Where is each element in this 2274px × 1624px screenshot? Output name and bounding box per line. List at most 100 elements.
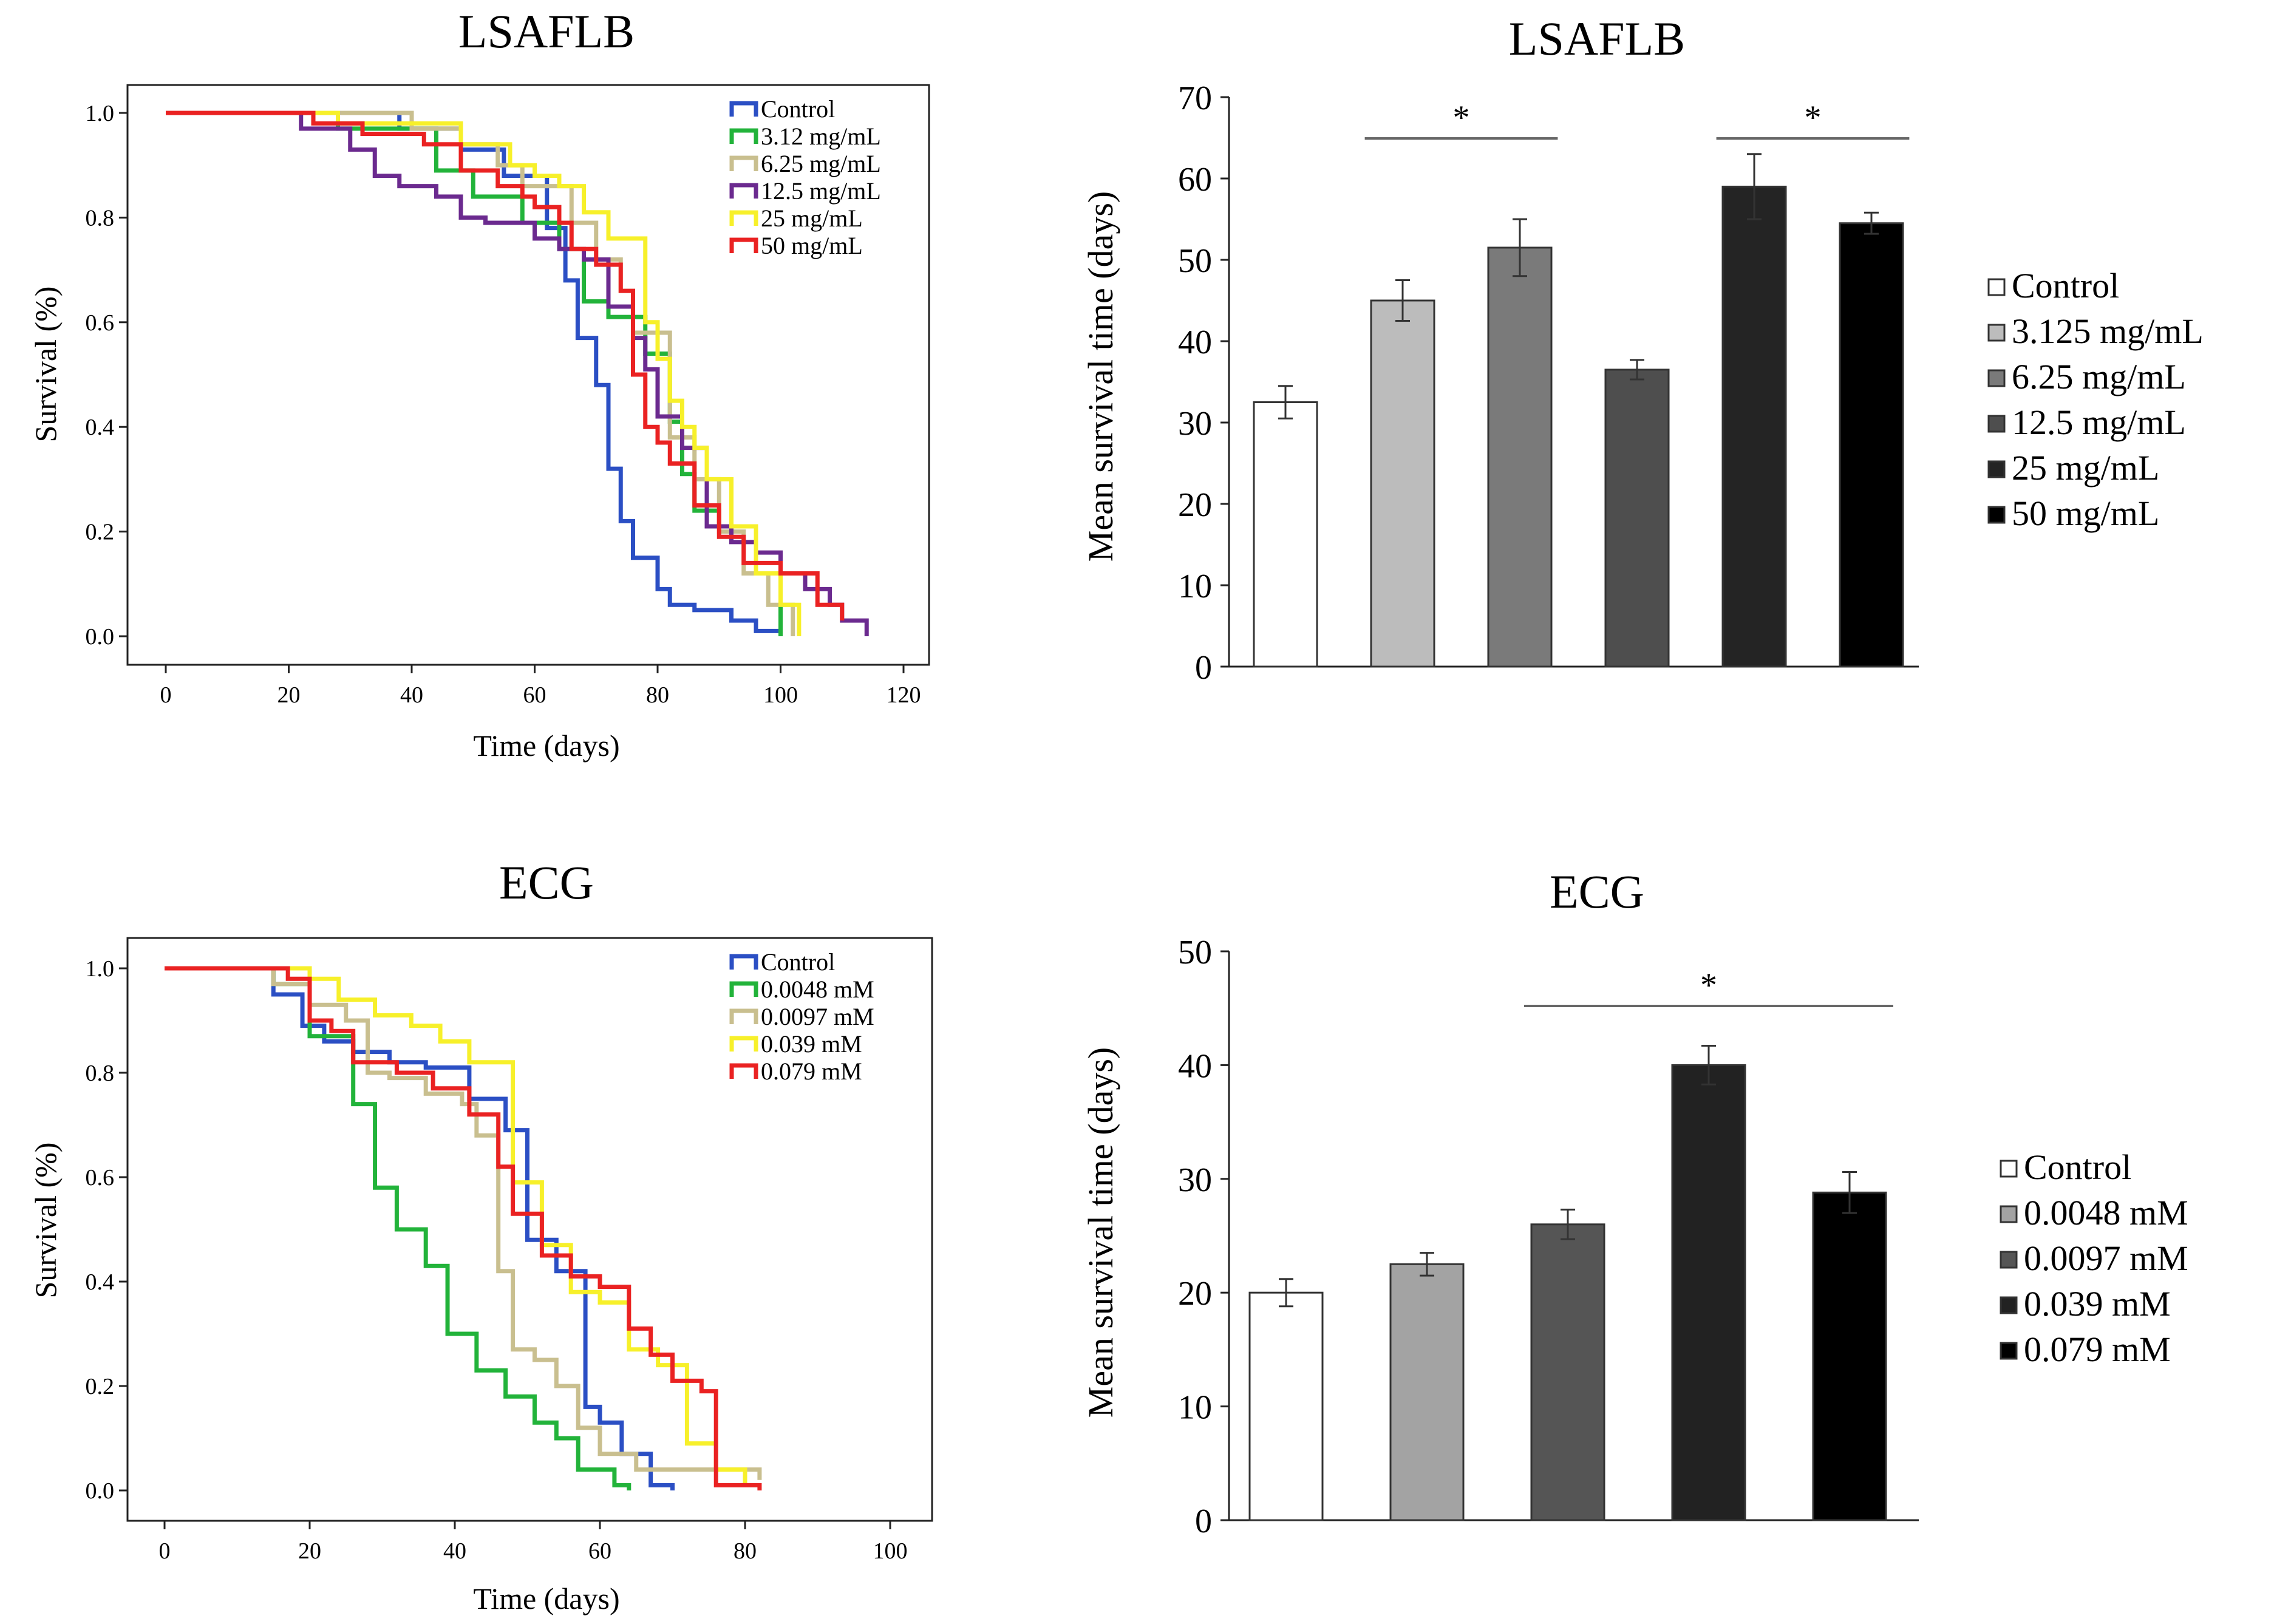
bar-ecg-legend-label-4: 0.079 mM [2024, 1330, 2171, 1369]
km-ecg-xtick-label: 0 [159, 1538, 171, 1564]
km-lsaflb-legend-label-0: Control [761, 95, 835, 123]
bar-lsaflb-legend-swatch-4 [1987, 460, 2006, 478]
km-lsaflb-legend-swatch-1 [729, 128, 758, 144]
bar-lsaflb-bar-5 [1839, 222, 1904, 668]
bar-lsaflb-error-bar-4 [1747, 153, 1762, 220]
km-lsaflb-ytick-label: 0.8 [86, 205, 115, 231]
km-ecg-legend-swatch-2 [729, 1008, 758, 1024]
bar-lsaflb-ytick-label: 50 [1178, 242, 1212, 280]
km-ecg-ytick-label: 0.8 [86, 1061, 115, 1086]
bar-ecg-ytick-label: 40 [1178, 1047, 1212, 1085]
bar-lsaflb-significance-star-1: * [1805, 99, 1822, 137]
bar-ecg-legend-swatch-3 [2000, 1296, 2018, 1314]
bar-lsaflb-title: LSAFLB [1509, 12, 1685, 65]
bar-ecg-ytick-label: 0 [1195, 1503, 1212, 1540]
km-ecg-ytick-label: 0.6 [86, 1165, 115, 1191]
bar-lsaflb-bar-0 [1253, 401, 1318, 668]
km-lsaflb-ytick-label: 0.6 [86, 310, 115, 336]
bar-ecg-legend-swatch-0 [2000, 1160, 2018, 1178]
km-lsaflb-ytick-label: 0.0 [86, 624, 115, 650]
bar-lsaflb-bar-2 [1487, 246, 1553, 668]
bar-lsaflb-ytick-label: 40 [1178, 324, 1212, 361]
km-ecg-title: ECG [499, 856, 594, 909]
bar-ecg-error-bar-3 [1701, 1045, 1716, 1085]
km-ecg-legend-swatch-4 [729, 1063, 758, 1079]
bar-ecg-legend-label-3: 0.039 mM [2024, 1284, 2171, 1323]
bar-ecg-ylabel: Mean survival time (days) [1081, 1047, 1120, 1418]
bar-lsaflb-ytick-label: 30 [1178, 405, 1212, 443]
km-lsaflb-series-line-5 [166, 110, 845, 621]
bar-ecg-legend-label-0: Control [2024, 1147, 2131, 1187]
km-ecg-plot-frame [126, 937, 933, 1522]
km-lsaflb-xtick-label: 40 [400, 682, 423, 708]
km-ecg-legend-label-2: 0.0097 mM [761, 1003, 874, 1030]
km-lsaflb-series-line-4 [166, 110, 802, 636]
km-ecg-ytick-label: 0.2 [86, 1374, 115, 1399]
bar-ecg-ytick-label: 50 [1178, 934, 1212, 971]
bar-lsaflb-legend-swatch-2 [1987, 369, 2006, 387]
bar-lsaflb-bar-1 [1370, 299, 1435, 668]
km-chart-ecg: ECG Time (days) Survival (%) 0 20 40 60 80 10… [29, 856, 933, 1616]
bar-lsaflb-ytick-label: 20 [1178, 486, 1212, 524]
bar-ecg-bar-0 [1248, 1291, 1324, 1521]
km-lsaflb-legend-swatch-0 [729, 101, 758, 117]
bar-ecg-ytick-label: 20 [1178, 1275, 1212, 1313]
km-ecg-xtick-label: 40 [443, 1538, 466, 1564]
bar-lsaflb-error-bar-2 [1513, 218, 1527, 277]
km-lsaflb-ytick-label: 0.2 [86, 520, 115, 545]
km-lsaflb-legend-label-1: 3.12 mg/mL [761, 123, 881, 150]
bar-lsaflb-bar-4 [1721, 185, 1787, 668]
bar-chart-lsaflb: LSAFLB Mean survival time (days) 0 10 20 30… [1081, 12, 2204, 687]
km-ecg-legend-swatch-1 [729, 981, 758, 997]
km-lsaflb-legend-swatch-3 [729, 183, 758, 199]
bar-ecg-ytick-label: 30 [1178, 1161, 1212, 1199]
km-chart-lsaflb: LSAFLB Time (days) Survival (%) 0 20 40 60 8… [29, 5, 930, 763]
bar-ecg-legend-label-2: 0.0097 mM [2024, 1238, 2188, 1278]
km-ecg-legend-label-0: Control [761, 948, 835, 976]
bar-ecg-bar-3 [1671, 1064, 1746, 1521]
km-ecg-legend-label-1: 0.0048 mM [761, 976, 874, 1003]
bar-lsaflb-legend-swatch-3 [1987, 415, 2006, 433]
km-ecg-xtick-label: 60 [588, 1538, 611, 1564]
bar-ecg-legend-label-1: 0.0048 mM [2024, 1193, 2188, 1232]
km-lsaflb-title: LSAFLB [458, 5, 635, 58]
km-ecg-legend-swatch-0 [729, 954, 758, 970]
bar-lsaflb-legend-label-5: 50 mg/mL [2012, 494, 2159, 533]
km-ecg-ylabel: Survival (%) [29, 1143, 63, 1299]
bar-lsaflb-legend-label-4: 25 mg/mL [2012, 448, 2159, 488]
bar-ecg-ytick-label: 10 [1178, 1389, 1212, 1427]
bar-ecg-error-bar-1 [1420, 1252, 1434, 1277]
km-ecg-xlabel: Time (days) [473, 1582, 619, 1616]
km-lsaflb-ytick-label: 1.0 [86, 101, 115, 126]
bar-ecg-legend-swatch-1 [2000, 1205, 2018, 1223]
bar-ecg-legend-swatch-4 [2000, 1342, 2018, 1360]
bar-lsaflb-ytick-label: 0 [1195, 649, 1212, 687]
km-lsaflb-series-line-0 [166, 110, 783, 636]
km-ecg-xtick-label: 20 [298, 1538, 321, 1564]
km-lsaflb-xtick-label: 0 [160, 682, 172, 708]
bar-ecg-error-bar-0 [1279, 1278, 1293, 1308]
bar-ecg-significance-star-0: * [1700, 967, 1717, 1004]
bar-ecg-title: ECG [1550, 865, 1644, 918]
km-lsaflb-xtick-label: 100 [763, 682, 798, 708]
km-ecg-series-line-3 [165, 966, 747, 1486]
km-lsaflb-legend-label-2: 6.25 mg/mL [761, 150, 881, 177]
bar-lsaflb-legend-label-1: 3.125 mg/mL [2012, 311, 2204, 351]
bar-lsaflb-error-bar-0 [1278, 385, 1293, 420]
km-ecg-legend-swatch-3 [729, 1036, 758, 1052]
km-lsaflb-ytick-label: 0.4 [86, 415, 115, 440]
km-lsaflb-legend-swatch-2 [729, 155, 758, 171]
bar-ecg-error-bar-2 [1561, 1208, 1575, 1240]
km-lsaflb-xlabel: Time (days) [473, 729, 619, 763]
km-ecg-ytick-label: 1.0 [86, 956, 115, 982]
bar-lsaflb-ytick-label: 10 [1178, 568, 1212, 605]
km-lsaflb-xtick-label: 80 [646, 682, 669, 708]
km-lsaflb-series-line-2 [166, 110, 795, 636]
bar-lsaflb-legend-label-2: 6.25 mg/mL [2012, 357, 2186, 396]
km-lsaflb-xtick-label: 120 [887, 682, 921, 708]
km-lsaflb-legend-label-3: 12.5 mg/mL [761, 177, 881, 205]
km-lsaflb-plot-frame [126, 84, 930, 666]
bar-lsaflb-legend-swatch-5 [1987, 506, 2006, 524]
bar-lsaflb-legend-swatch-0 [1987, 278, 2006, 296]
